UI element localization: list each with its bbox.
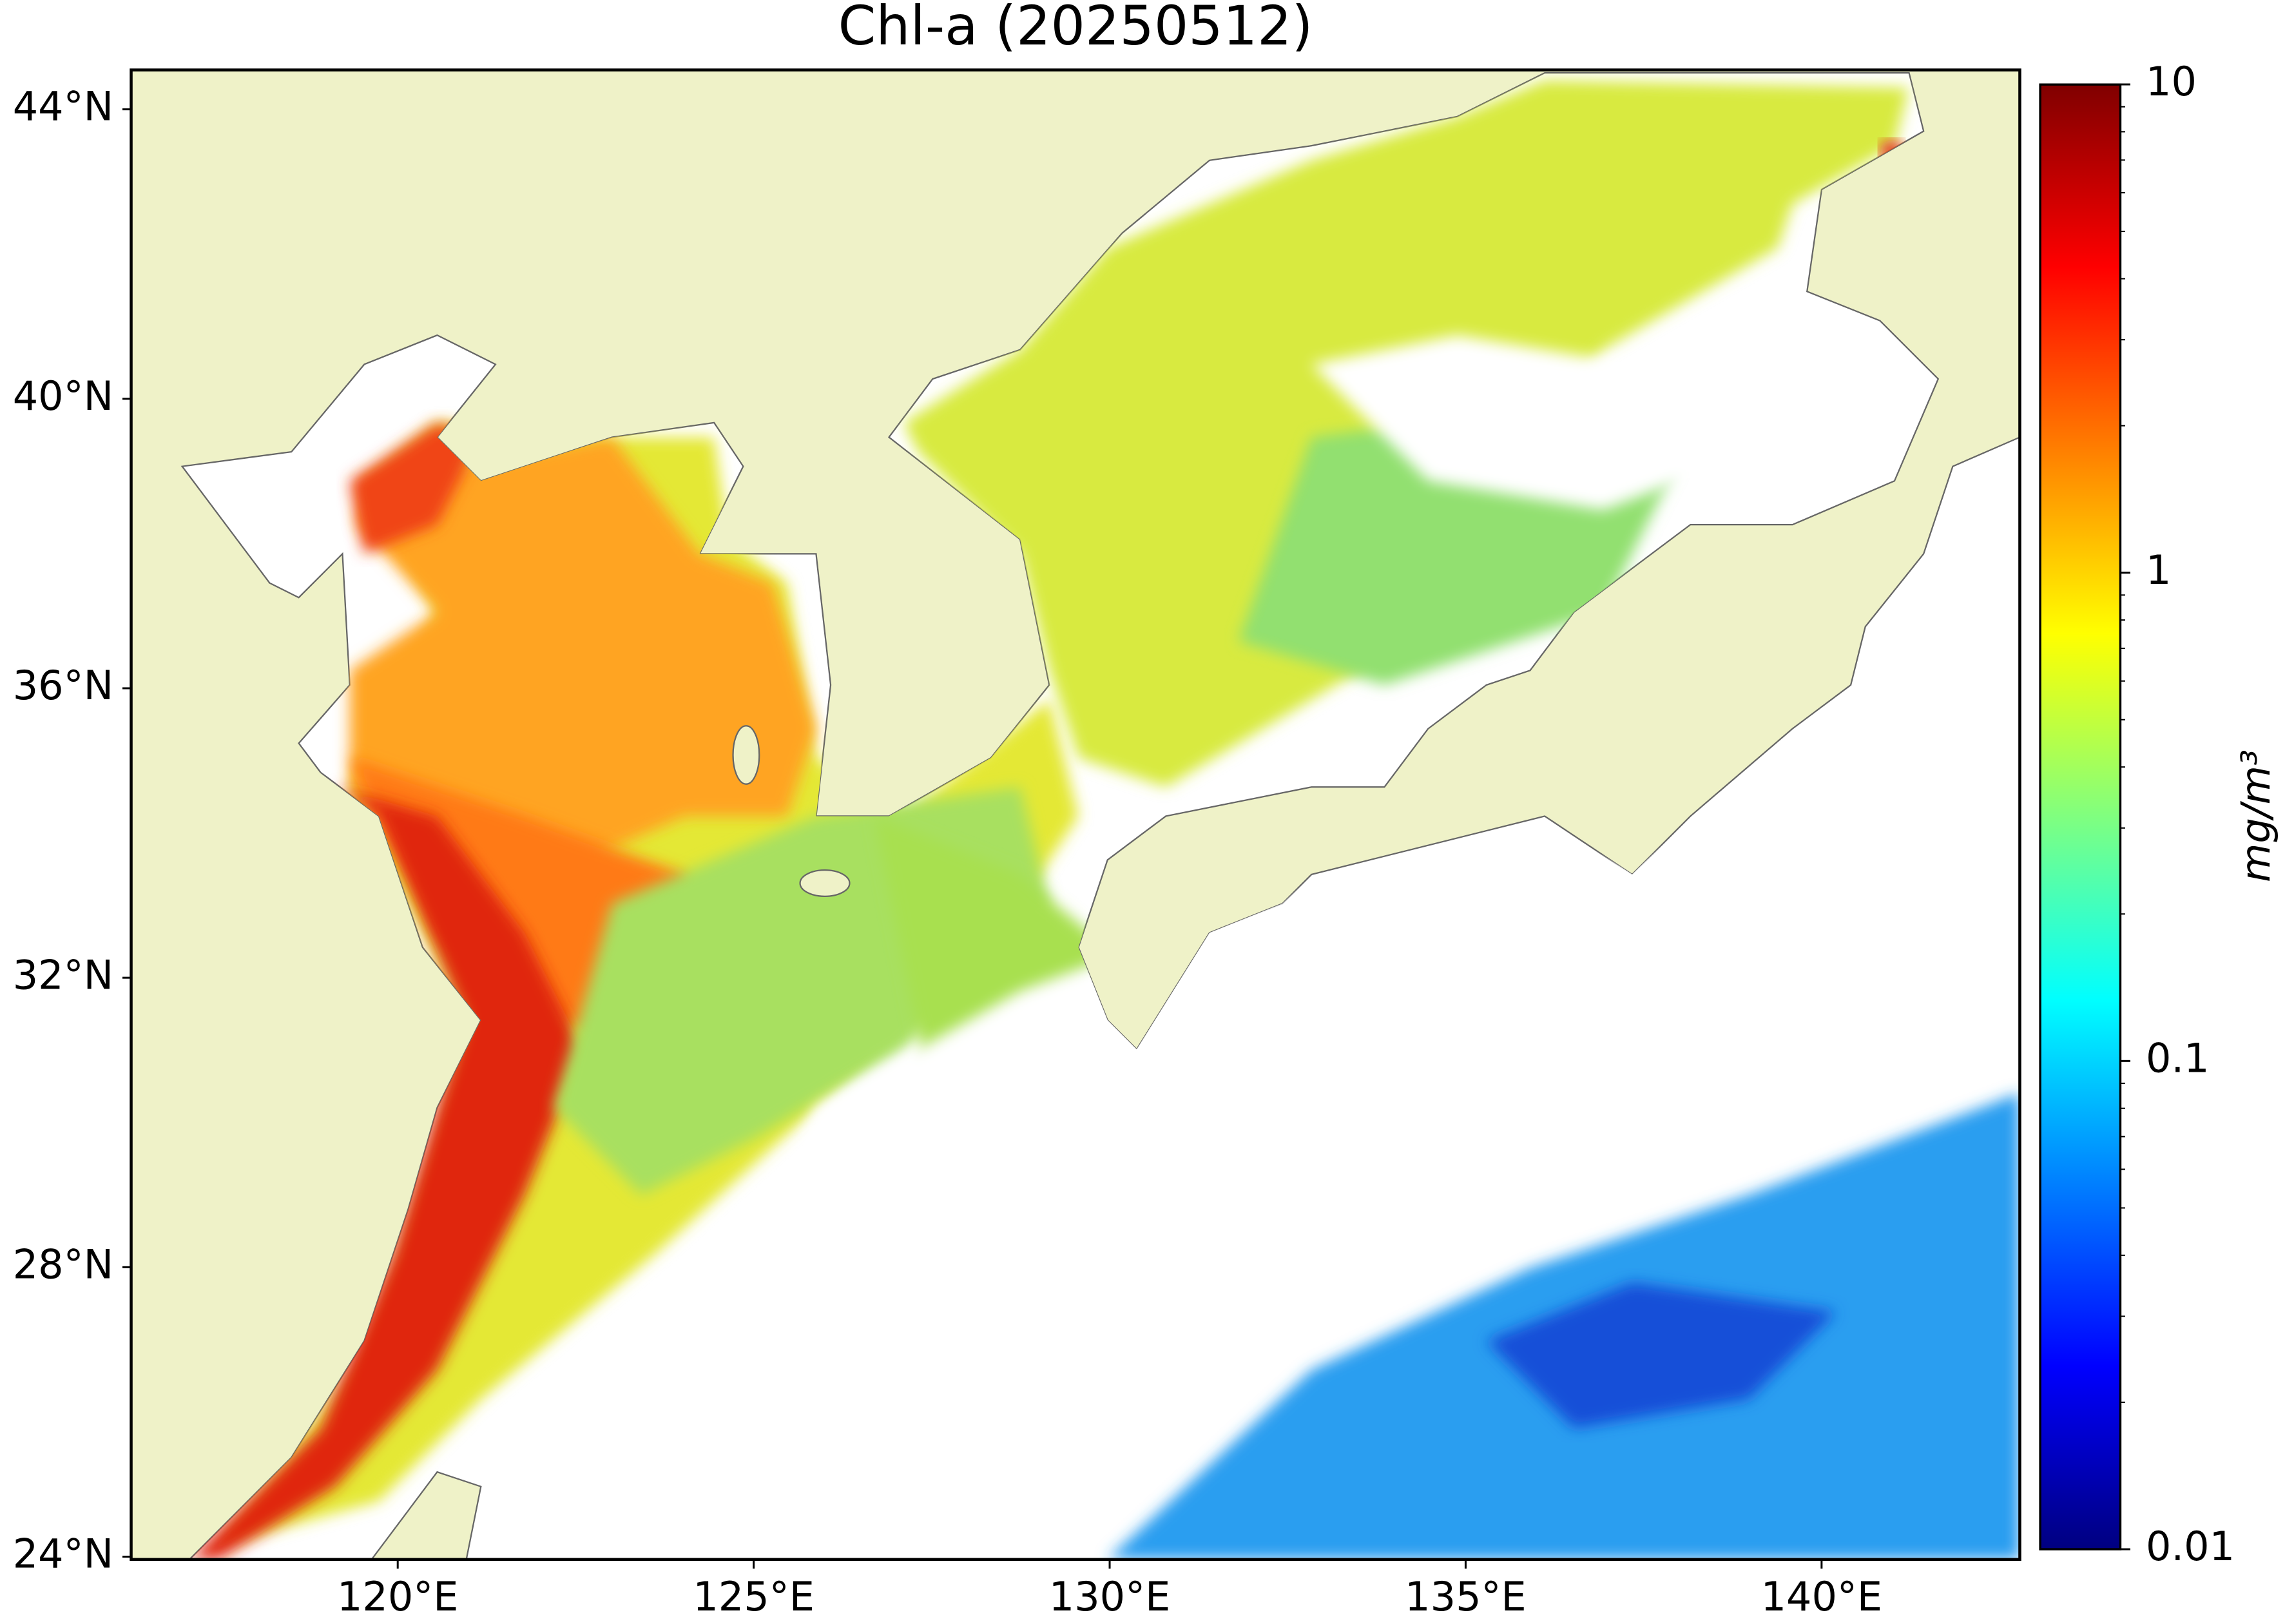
y-tick-label: 28°N (13, 1241, 113, 1288)
x-tick-label: 130°E (1049, 1573, 1171, 1620)
chlorophyll-field (189, 80, 2020, 1560)
bohai-bloom (349, 422, 481, 554)
map-body (130, 68, 2122, 1561)
colorbar (2039, 83, 2122, 1551)
y-tick-label: 32°N (13, 951, 113, 998)
oligotrophic-patch (1486, 1282, 1837, 1429)
y-tick-label: 24°N (13, 1531, 113, 1578)
colorbar-tick-label: 0.01 (2146, 1523, 2235, 1570)
yellow-sea (349, 437, 816, 904)
map-frame (130, 68, 2021, 1561)
colorbar-tick-label: 10 (2146, 58, 2197, 105)
cloud-gap (481, 816, 2020, 1560)
taiwan (371, 1471, 482, 1560)
y-tick-label: 44°N (13, 83, 113, 130)
x-tick-label: 125°E (693, 1573, 815, 1620)
lake (732, 725, 760, 785)
jeju (799, 869, 851, 897)
x-tick-label: 135°E (1405, 1573, 1527, 1620)
y-tick-label: 36°N (13, 662, 113, 709)
x-tick-label: 120°E (337, 1573, 459, 1620)
x-tick-label: 140°E (1761, 1573, 1883, 1620)
colorbar-label: mg/m³ (2232, 749, 2279, 882)
colorbar-tick-label: 0.1 (2146, 1034, 2210, 1081)
colorbar-tick-label: 1 (2146, 546, 2171, 594)
map-title: Chl-a (20250512) (838, 0, 1313, 57)
coastal-bloom (189, 787, 583, 1560)
y-tick-label: 40°N (13, 372, 113, 420)
